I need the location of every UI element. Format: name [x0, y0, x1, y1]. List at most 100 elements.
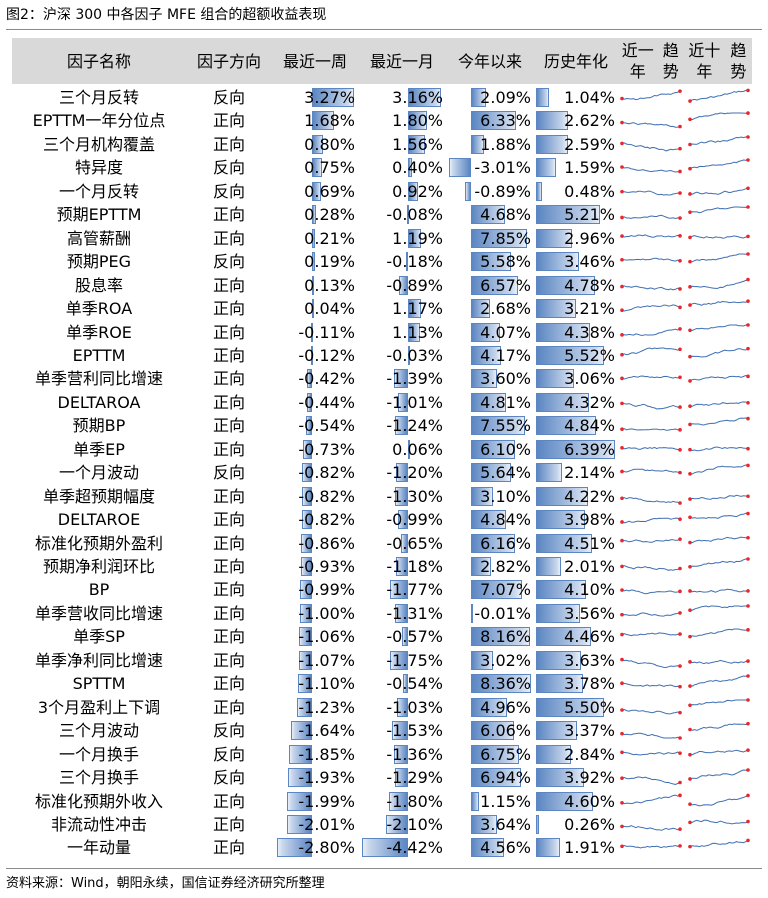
- cell-y: 6.10%: [446, 438, 534, 461]
- data-label: -0.57%: [386, 627, 443, 647]
- data-label: 4.51%: [564, 533, 615, 553]
- column-header-3: 最近一月: [369, 51, 434, 71]
- data-label: 4.81%: [480, 392, 531, 412]
- sparkline-marker: [678, 471, 682, 475]
- sparkline-path: [689, 769, 749, 780]
- cell-h: 4.51%: [534, 532, 618, 555]
- data-bar: [536, 181, 542, 201]
- sparkline-path: [621, 708, 681, 715]
- data-label: 2.62%: [564, 111, 615, 131]
- sparkline-path: [689, 300, 749, 306]
- column-header-4: 今年以来: [457, 51, 522, 71]
- data-bar: [398, 275, 409, 295]
- cell-m: -1.75%: [358, 649, 446, 672]
- cell-m: 1.56%: [358, 133, 446, 156]
- factor-direction: 正向: [212, 299, 245, 319]
- data-label: 0.92%: [392, 181, 443, 201]
- data-label: -2.10%: [386, 814, 443, 834]
- data-label: -1.64%: [298, 721, 355, 741]
- sparkline-marker: [746, 417, 750, 421]
- data-label: 1.68%: [304, 111, 355, 131]
- cell-m: -1.24%: [358, 414, 446, 437]
- sparkline-marker: [678, 447, 682, 452]
- spark-10y: [688, 234, 750, 239]
- spark-1y: [620, 89, 682, 101]
- sparkline-marker: [678, 233, 682, 238]
- data-label: 3.27%: [304, 88, 355, 107]
- sparkline-marker: [746, 277, 750, 281]
- factor-direction: 正向: [212, 627, 245, 647]
- sparkline-marker: [620, 445, 624, 450]
- spark-10y: [688, 299, 750, 307]
- cell-m: -0.57%: [358, 625, 446, 648]
- cell-h: 3.98%: [534, 508, 618, 531]
- sparkline-path: [621, 90, 681, 101]
- data-label: 8.16%: [480, 627, 531, 647]
- data-bar: [312, 275, 315, 295]
- cell-h: 3.78%: [534, 672, 618, 695]
- sparkline-path: [689, 840, 749, 848]
- data-label: 5.50%: [564, 697, 615, 717]
- factor-name: 三个月反转: [58, 88, 139, 107]
- table-row: 股息率 正向 0.13% -0.89% 6.57% 4.78%: [12, 274, 752, 297]
- data-bar: [306, 392, 313, 412]
- factor-name: 预期PEG: [66, 252, 132, 272]
- sparkline-marker: [746, 557, 750, 561]
- title-rule: [6, 29, 762, 30]
- sparkline-path: [689, 417, 749, 426]
- cell-w: -0.93%: [272, 555, 358, 578]
- data-bar: [401, 533, 409, 553]
- data-label: -1.53%: [386, 721, 443, 741]
- sparkline-marker: [678, 305, 682, 310]
- spark-1y: [620, 750, 682, 756]
- cell-h: 6.39%: [534, 438, 618, 461]
- data-label: -1.39%: [386, 369, 443, 389]
- sparkline-marker: [688, 99, 692, 103]
- table-row: 单季超预期幅度 正向 -0.82% -1.30% 3.10% 4.22%: [12, 485, 752, 508]
- data-label: -0.89%: [474, 181, 531, 201]
- spark-10y: [688, 463, 750, 476]
- data-label: -0.54%: [298, 416, 355, 436]
- sparkline-marker: [688, 327, 692, 332]
- cell-m: -0.89%: [358, 274, 446, 297]
- cell-m: -1.29%: [358, 766, 446, 789]
- sparkline-marker: [746, 374, 750, 379]
- sparkline-marker: [688, 589, 692, 594]
- cell-w: -0.82%: [272, 508, 358, 531]
- cell-y: 3.02%: [446, 649, 534, 672]
- sparkline-path: [621, 166, 681, 173]
- factor-direction: 反向: [212, 768, 245, 788]
- data-label: 2.84%: [564, 744, 615, 764]
- sparkline-marker: [678, 664, 682, 668]
- sparkline-marker: [746, 158, 750, 163]
- cell-h: 0.26%: [534, 813, 618, 836]
- spark-10y: [688, 135, 750, 147]
- data-label: 3.16%: [392, 88, 443, 107]
- table-row: 预期PEG 反向 0.19% -0.18% 5.58% 3.46%: [12, 250, 752, 273]
- sparkline-marker: [678, 632, 682, 637]
- data-label: 3.37%: [564, 721, 615, 741]
- data-label: -1.75%: [386, 650, 443, 670]
- sparkline-marker: [746, 494, 750, 498]
- data-bar: [408, 111, 428, 131]
- table-row: DELTAROE 正向 -0.82% -0.99% 4.84% 3.98%: [12, 508, 752, 531]
- data-bar: [470, 369, 497, 389]
- sparkline-marker: [688, 354, 692, 359]
- sparkline-path: [689, 278, 749, 289]
- sparkline-path: [621, 304, 681, 312]
- factor-direction: 反向: [212, 744, 245, 764]
- data-label: 7.07%: [480, 580, 531, 600]
- sparkline-marker: [620, 352, 624, 357]
- cell-h: 1.91%: [534, 836, 618, 859]
- cell-w: -2.80%: [272, 836, 358, 859]
- data-label: -1.18%: [386, 557, 443, 576]
- data-label: 4.22%: [564, 486, 615, 506]
- sparkline-marker: [688, 845, 692, 849]
- sparkline-path: [689, 464, 749, 475]
- factor-name: EPTTM一年分位点: [32, 111, 166, 131]
- sparkline-marker: [746, 819, 750, 824]
- data-bar: [470, 674, 531, 694]
- spark-1y: [620, 215, 682, 221]
- sparkline-marker: [678, 566, 682, 571]
- table-row: BP 正向 -0.99% -1.77% 7.07% 4.10%: [12, 578, 752, 601]
